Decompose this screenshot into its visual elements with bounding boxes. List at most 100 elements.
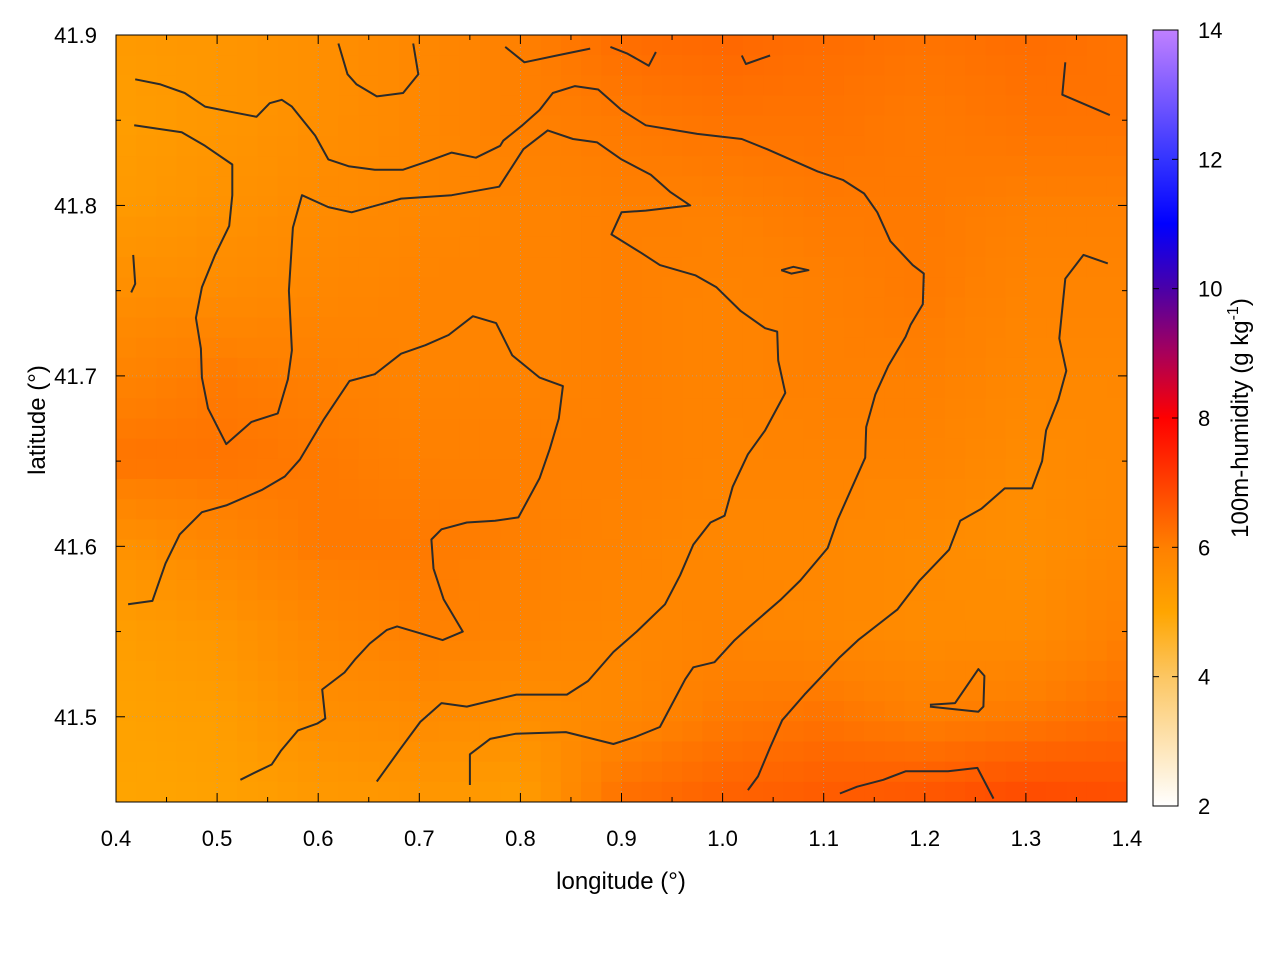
heatmap-cell (439, 499, 461, 521)
heatmap-cell (459, 216, 481, 238)
heatmap-cell (985, 680, 1007, 702)
heatmap-cell (601, 257, 623, 278)
heatmap-cell (621, 499, 643, 521)
heatmap-cell (217, 236, 238, 258)
heatmap-cell (1046, 236, 1067, 258)
heatmap-cell (297, 539, 319, 561)
heatmap-cell (297, 236, 319, 258)
heatmap-cell (1046, 438, 1067, 460)
heatmap-cell (1106, 216, 1127, 238)
heatmap-cell (318, 236, 340, 258)
heatmap-cell (196, 75, 218, 97)
heatmap-cell (843, 701, 865, 722)
heatmap-cell (156, 539, 178, 561)
heatmap-cell (156, 317, 178, 339)
heatmap-cell (884, 75, 906, 97)
heatmap-cell (763, 620, 784, 642)
heatmap-cell (965, 519, 987, 541)
heatmap-cell (1106, 236, 1127, 258)
heatmap-cell (985, 519, 1007, 541)
heatmap-cell (1106, 156, 1127, 177)
heatmap-cell (965, 236, 987, 258)
heatmap-cell (378, 418, 400, 440)
heatmap-cell (338, 458, 360, 480)
heatmap-cell (176, 660, 198, 682)
heatmap-cell (196, 378, 218, 399)
heatmap-cell (843, 680, 865, 702)
heatmap-cell (661, 761, 683, 783)
heatmap-cell (641, 781, 663, 802)
heatmap-cell (1025, 236, 1047, 258)
heatmap-cell (237, 176, 259, 198)
heatmap-cell (136, 297, 158, 319)
heatmap-cell (116, 458, 137, 480)
heatmap-cell (277, 75, 299, 97)
heatmap-cell (763, 236, 784, 258)
heatmap-cell (237, 236, 259, 258)
heatmap-cell (237, 196, 259, 218)
heatmap-cell (176, 398, 198, 420)
heatmap-cell (318, 257, 340, 278)
heatmap-cell (439, 479, 461, 500)
heatmap-cell (156, 660, 178, 682)
heatmap-cell (277, 115, 299, 137)
heatmap-cell (864, 297, 885, 319)
heatmap-cell (1066, 640, 1088, 662)
heatmap-cell (156, 277, 178, 298)
heatmap-cell (682, 297, 703, 319)
heatmap-cell (156, 236, 178, 258)
heatmap-cell (682, 559, 703, 581)
heatmap-cell (378, 236, 400, 258)
heatmap-cell (763, 701, 784, 722)
heatmap-cell (1106, 317, 1127, 339)
heatmap-cell (1086, 761, 1108, 783)
heatmap-cell (884, 297, 906, 319)
heatmap-cell (399, 479, 420, 500)
heatmap-cell (803, 55, 825, 76)
heatmap-cell (823, 579, 845, 601)
heatmap-cell (621, 438, 643, 460)
heatmap-cell (136, 761, 158, 783)
heatmap-cell (702, 418, 724, 440)
heatmap-cell (641, 156, 663, 177)
heatmap-cell (601, 236, 623, 258)
heatmap-cell (803, 539, 825, 561)
heatmap-cell (843, 236, 865, 258)
heatmap-cell (540, 559, 562, 581)
colorbar-tick-label: 2 (1198, 794, 1210, 819)
heatmap-cell (156, 640, 178, 662)
heatmap-cell (520, 297, 542, 319)
heatmap-cell (540, 640, 562, 662)
heatmap-cell (884, 257, 906, 278)
heatmap-cell (682, 216, 703, 238)
heatmap-cell (601, 115, 623, 137)
heatmap-cell (823, 156, 845, 177)
heatmap-cell (763, 317, 784, 339)
heatmap-cell (763, 55, 784, 76)
heatmap-cell (702, 741, 724, 763)
heatmap-cell (864, 721, 885, 743)
heatmap-cell (1086, 398, 1108, 420)
heatmap-cell (358, 35, 380, 56)
heatmap-cell (763, 196, 784, 218)
heatmap-cell (419, 95, 441, 117)
heatmap-cell (1086, 135, 1108, 157)
heatmap-cell (722, 398, 744, 420)
heatmap-cell (661, 378, 683, 399)
heatmap-cell (682, 398, 703, 420)
heatmap-cell (136, 378, 158, 399)
heatmap-cell (843, 458, 865, 480)
heatmap-cell (439, 660, 461, 682)
heatmap-cell (479, 135, 501, 157)
heatmap-cell (277, 620, 299, 642)
heatmap-cell (803, 378, 825, 399)
heatmap-cell (884, 418, 906, 440)
heatmap-cell (1025, 741, 1047, 763)
heatmap-cell (601, 357, 623, 379)
heatmap-cell (156, 499, 178, 521)
heatmap-cell (945, 620, 966, 642)
heatmap-cell (783, 539, 805, 561)
heatmap-cell (277, 297, 299, 319)
heatmap-cell (884, 398, 906, 420)
heatmap-cell (1106, 135, 1127, 157)
